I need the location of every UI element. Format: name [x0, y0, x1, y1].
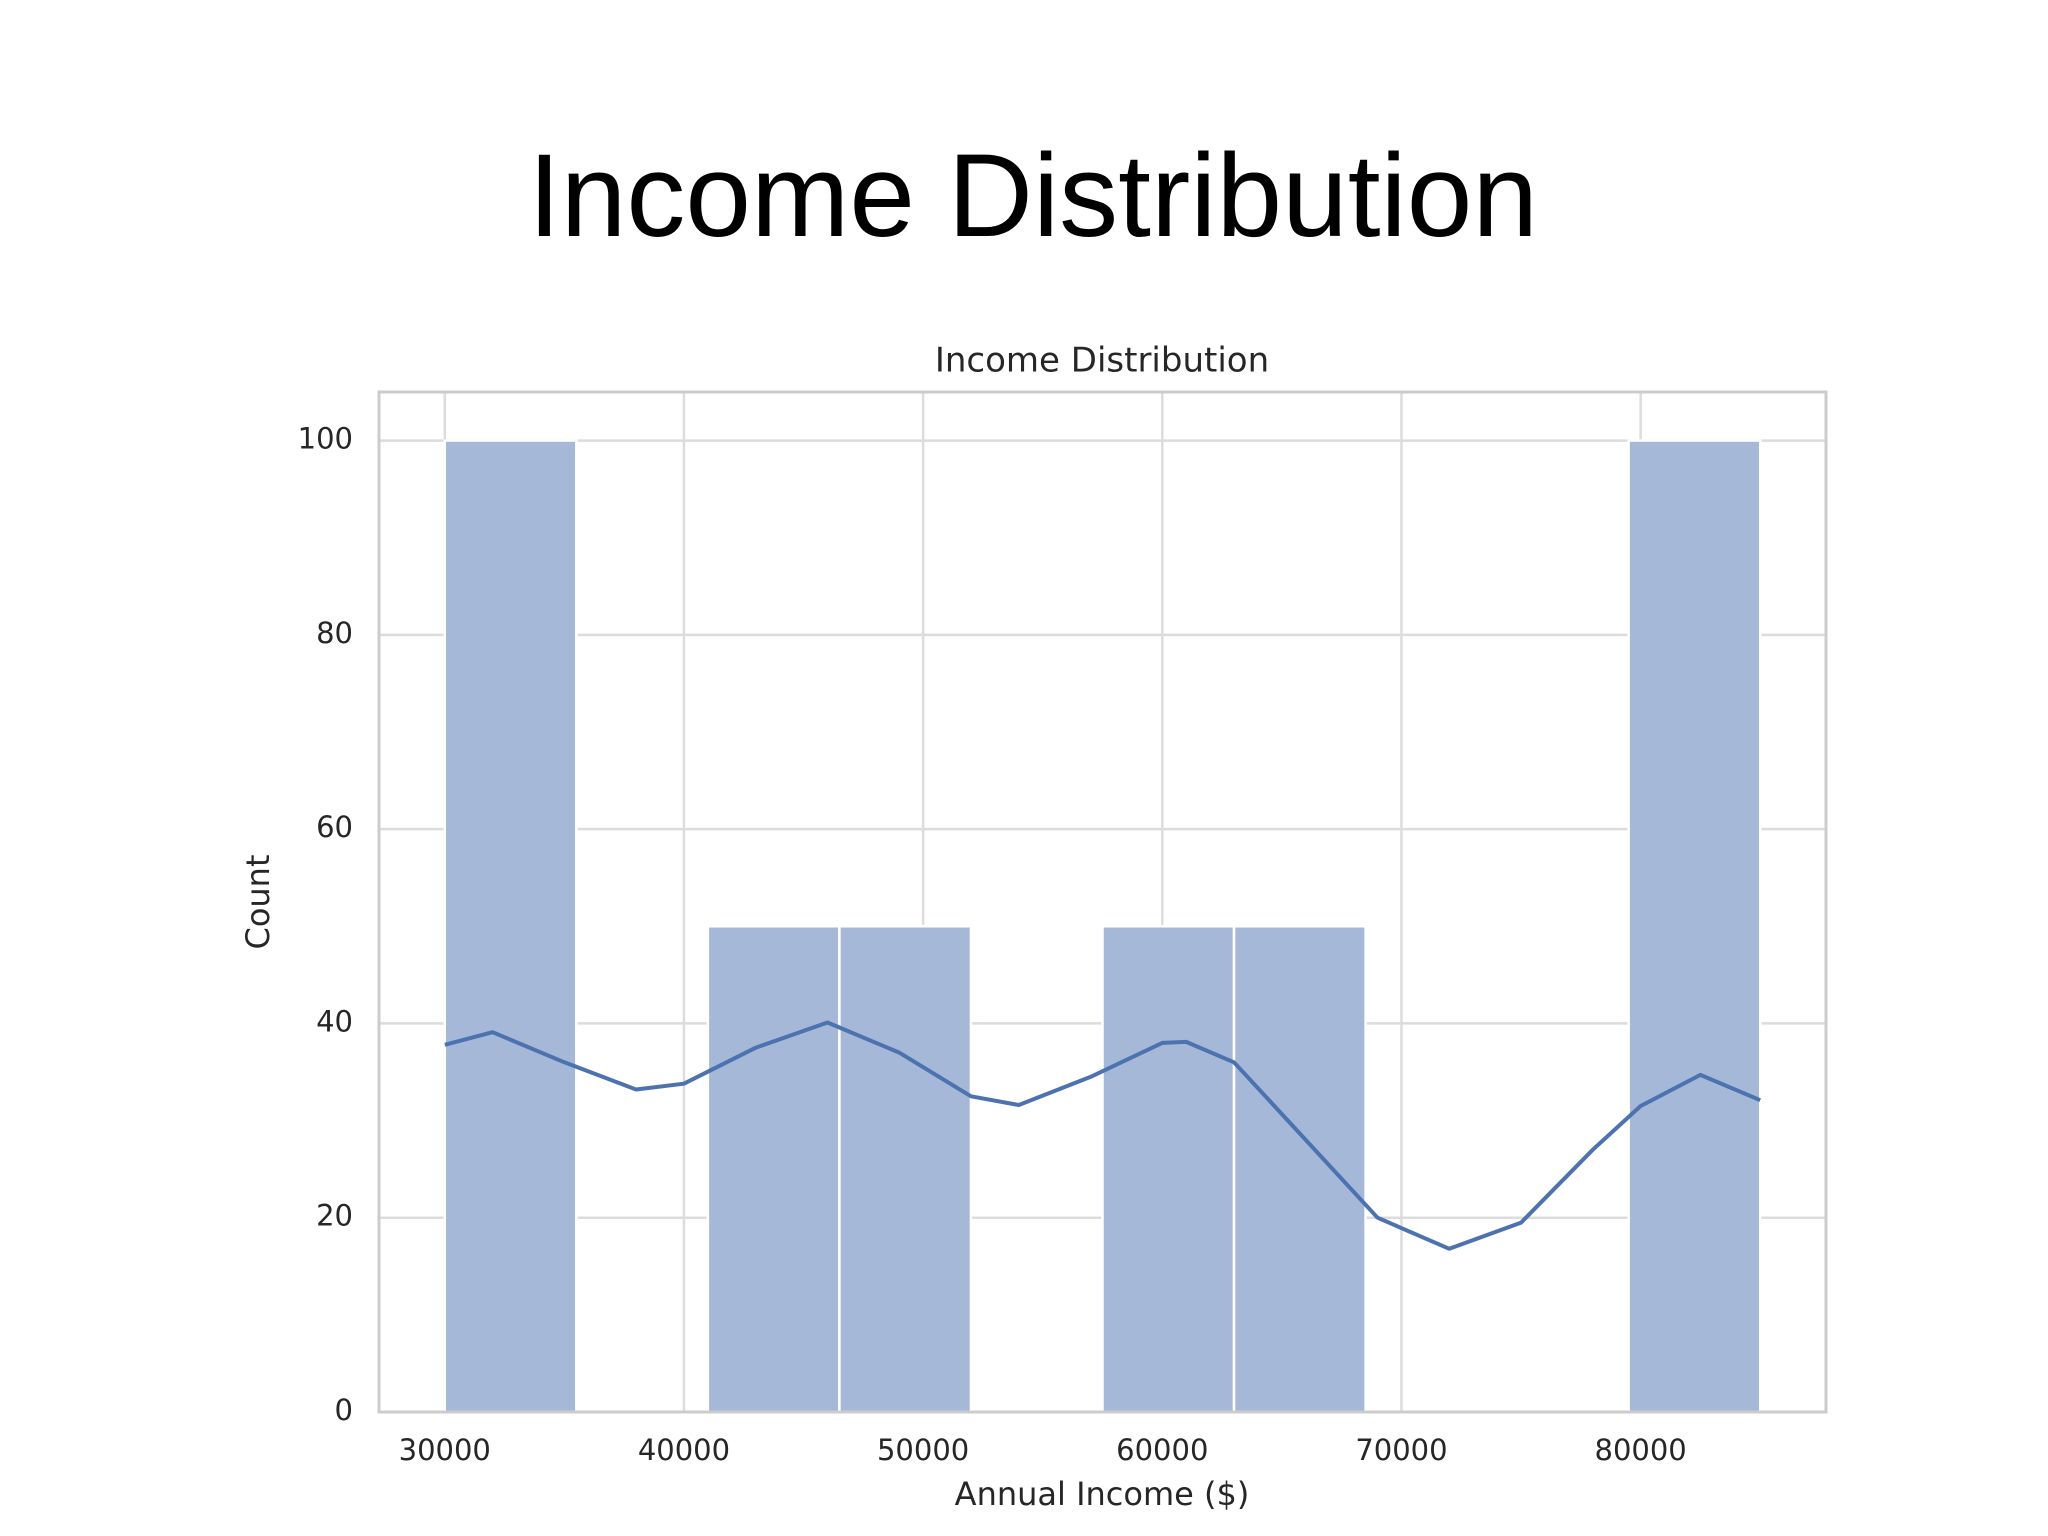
y-axis-label: Count	[239, 854, 277, 949]
chart-title: Income Distribution	[935, 341, 1269, 381]
x-tick-label: 50000	[877, 1433, 969, 1467]
x-axis-label: Annual Income ($)	[955, 1475, 1250, 1513]
bar	[838, 925, 973, 1414]
y-tick-label: 0	[335, 1393, 353, 1427]
bar	[1627, 439, 1762, 1414]
bar	[706, 925, 841, 1414]
x-tick-label: 60000	[1116, 1433, 1208, 1467]
y-tick-label: 100	[298, 422, 353, 456]
plot-frame	[377, 390, 1828, 1414]
x-tick-label: 80000	[1595, 1433, 1687, 1467]
bar	[1101, 925, 1236, 1414]
y-tick-label: 80	[316, 616, 353, 650]
kde-line	[444, 1020, 1761, 1251]
bar	[443, 439, 578, 1414]
x-tick-label: 30000	[399, 1433, 491, 1467]
y-tick-label: 20	[316, 1199, 353, 1233]
slide-title: Income Distribution	[528, 130, 1538, 262]
x-tick-label: 40000	[638, 1433, 730, 1467]
y-tick-label: 60	[316, 810, 353, 844]
bar	[1232, 925, 1367, 1414]
x-tick-label: 70000	[1355, 1433, 1447, 1467]
y-tick-label: 40	[316, 1004, 353, 1038]
